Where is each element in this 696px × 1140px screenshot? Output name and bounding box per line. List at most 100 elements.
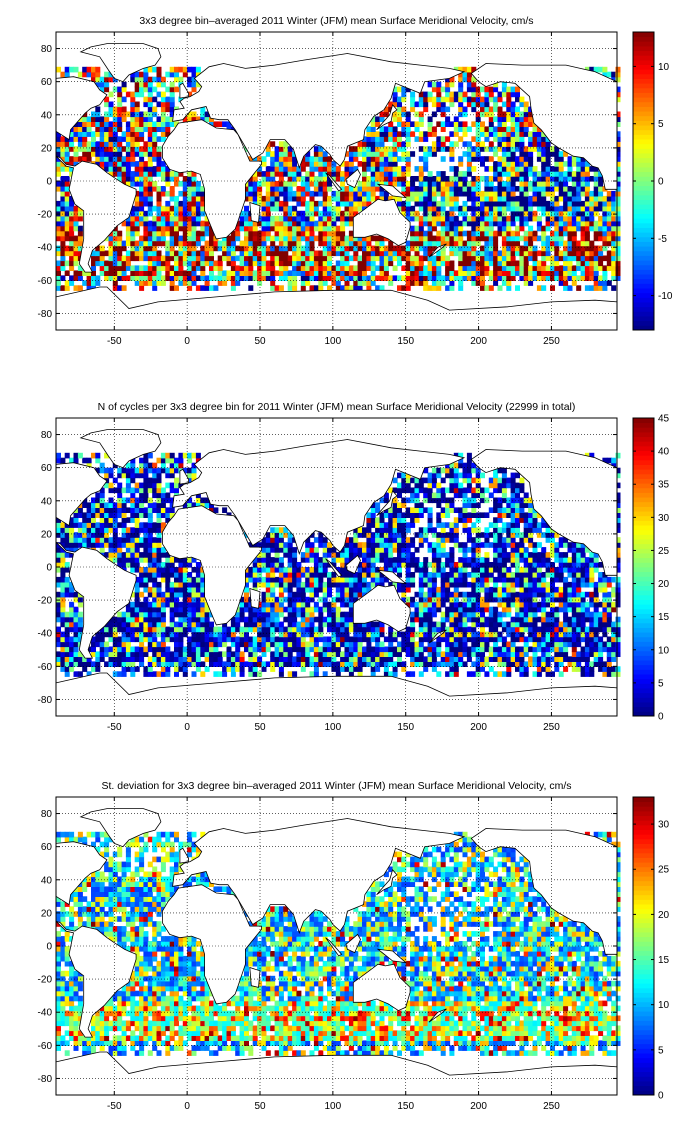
heatmap-cell [550,621,555,628]
heatmap-cell [606,210,612,217]
heatmap-cell [265,621,271,628]
heatmap-cell [475,646,481,653]
heatmap-cell [305,265,311,271]
heatmap-cell [405,631,411,638]
heatmap-cell [283,205,289,212]
heatmap-cell [344,200,350,207]
heatmap-cell [484,186,490,192]
heatmap-cell [252,616,258,623]
heatmap-cell [139,151,145,157]
heatmap-cell [379,190,385,197]
heatmap-cell [340,621,346,628]
heatmap-cell [117,235,123,242]
heatmap-cell [244,646,249,653]
heatmap-cell [152,86,158,93]
heatmap-cell [200,285,206,291]
heatmap-cell [353,646,359,653]
heatmap-cell [217,260,223,267]
heatmap-cell [414,651,420,657]
heatmap-cell [580,186,586,192]
heatmap-cell [292,616,298,623]
heatmap-cell [536,270,542,276]
heatmap-cell [545,186,551,192]
heatmap-cell [510,161,516,167]
heatmap-cell [327,626,332,633]
heatmap-cell [257,280,263,286]
heatmap-cell [69,255,75,262]
heatmap-cell [165,121,171,127]
heatmap-cell [567,656,573,662]
heatmap-cell [300,225,306,232]
heatmap-cell [257,255,263,262]
heatmap-cell [287,166,293,172]
heatmap-cell [515,621,520,628]
heatmap-cell [563,260,569,267]
heatmap-cell [77,621,83,628]
heatmap-cell [305,611,311,618]
heatmap-cell [134,200,140,207]
heatmap-cell [117,176,123,182]
colorbar-segment [633,162,654,168]
heatmap-cell [493,215,499,222]
heatmap-cell [318,606,324,613]
heatmap-cell [160,606,166,613]
heatmap-cell [165,255,171,262]
heatmap-cell [493,131,499,137]
heatmap-cell [598,186,604,192]
heatmap-cell [405,641,411,648]
heatmap-cell [519,190,525,197]
heatmap-cell [550,631,555,638]
heatmap-cell [506,116,512,122]
heatmap-cell [296,176,302,182]
heatmap-cell [515,111,520,118]
heatmap-cell [523,176,529,182]
heatmap-cell [532,636,538,643]
heatmap-cell [82,661,88,667]
heatmap-cell [375,636,381,643]
heatmap-cell [182,606,188,613]
heatmap-cell [239,651,245,657]
heatmap-cell [239,661,245,667]
heatmap-cell [60,176,66,182]
heatmap-cell [257,611,263,618]
heatmap-cell [248,285,254,291]
heatmap-cell [104,131,110,137]
heatmap-cell [327,240,332,247]
heatmap-cell [239,275,245,281]
heatmap-cell [545,166,551,172]
heatmap-cell [584,210,590,217]
heatmap-cell [366,126,372,132]
heatmap-cell [143,230,149,237]
heatmap-cell [187,225,193,232]
heatmap-cell [362,275,367,281]
heatmap-cell [550,186,555,192]
heatmap-cell [125,265,131,271]
heatmap-cell [130,161,136,167]
heatmap-cell [449,235,455,242]
heatmap-cell [222,245,228,252]
heatmap-cell [73,611,79,618]
heatmap-cell [453,275,459,281]
heatmap-cell [571,255,577,262]
heatmap-cell [366,131,372,137]
heatmap-cell [519,166,525,172]
heatmap-cell [362,151,367,157]
heatmap-cell [296,190,302,197]
heatmap-cell [160,161,166,167]
heatmap-cell [152,131,158,137]
heatmap-cell [545,220,551,227]
heatmap-cell [436,91,442,98]
heatmap-cell [506,195,512,202]
heatmap-cell [554,166,560,172]
heatmap-cell [515,136,520,142]
heatmap-cell [532,260,538,267]
heatmap-cell [497,215,503,222]
heatmap-cell [418,146,424,152]
heatmap-cell [615,220,621,227]
heatmap-cell [510,240,516,247]
heatmap-cell [589,616,595,623]
heatmap-cell [195,205,201,212]
heatmap-cell [515,91,520,98]
heatmap-cell [453,245,459,252]
heatmap-cell [484,86,490,93]
